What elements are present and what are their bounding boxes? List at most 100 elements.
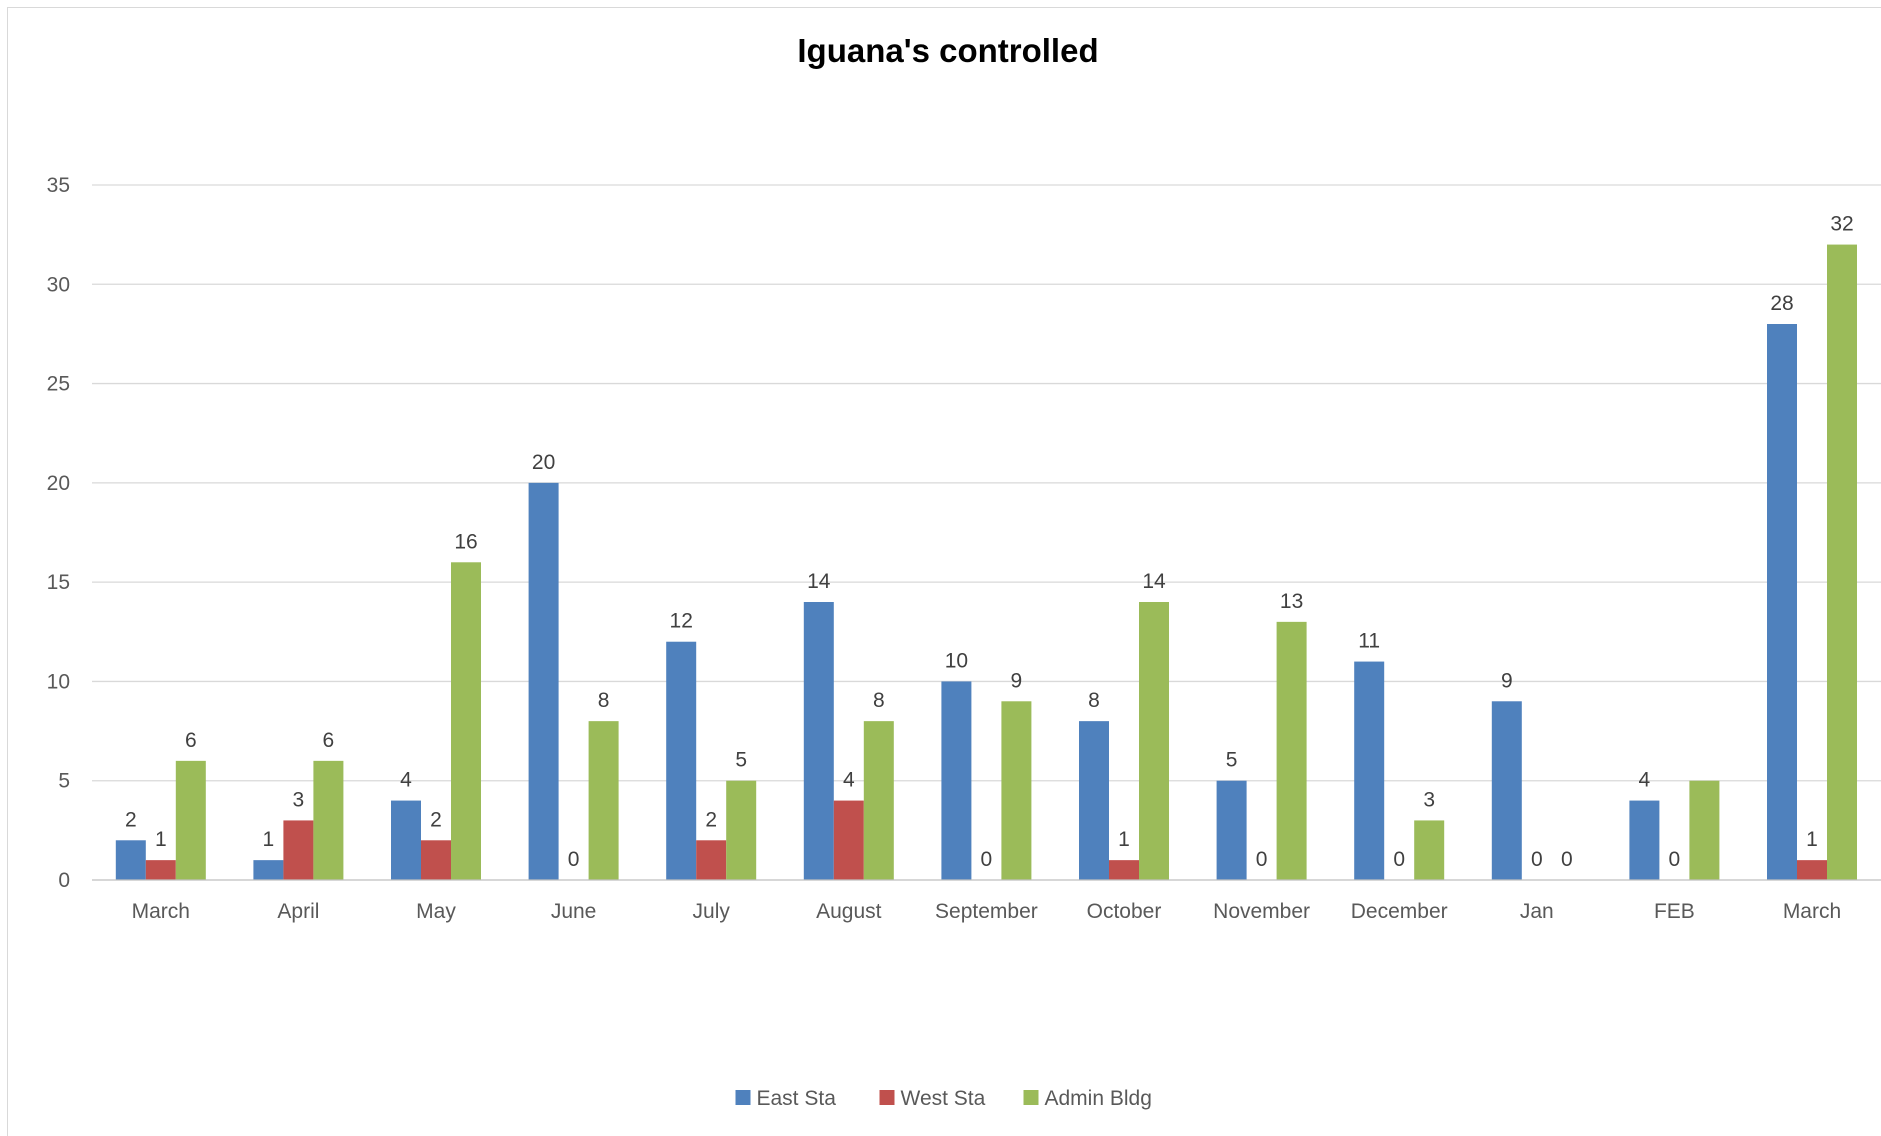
bar-east-sta bbox=[941, 681, 972, 880]
data-label: 0 bbox=[1393, 848, 1405, 871]
data-label: 32 bbox=[1830, 213, 1853, 236]
legend-label: West Sta bbox=[901, 1087, 986, 1110]
data-label: 3 bbox=[1423, 788, 1435, 811]
bar-west-sta bbox=[696, 840, 727, 880]
bar-admin-bldg bbox=[313, 760, 344, 880]
data-label: 0 bbox=[1531, 848, 1543, 871]
bar-west-sta bbox=[145, 860, 176, 880]
data-labels: 2161364216200812251448100981145013110390… bbox=[125, 213, 1854, 871]
x-tick-label: November bbox=[1213, 900, 1310, 923]
data-label: 5 bbox=[735, 749, 747, 772]
data-label: 2 bbox=[430, 808, 442, 831]
data-label: 1 bbox=[1806, 828, 1818, 851]
x-tick-label: May bbox=[416, 900, 456, 923]
bar-west-sta bbox=[1109, 860, 1139, 880]
data-label: 8 bbox=[1088, 689, 1100, 712]
data-label: 0 bbox=[1256, 848, 1268, 871]
bar-east-sta bbox=[1079, 721, 1109, 880]
data-label: 28 bbox=[1770, 292, 1793, 315]
bar-west-sta bbox=[283, 820, 314, 880]
bar-east-sta bbox=[391, 800, 421, 880]
data-label: 0 bbox=[568, 848, 580, 871]
y-tick-label: 25 bbox=[47, 373, 70, 396]
data-label: 1 bbox=[263, 828, 275, 851]
data-label: 20 bbox=[532, 451, 555, 474]
data-label: 2 bbox=[705, 808, 717, 831]
x-tick-label: June bbox=[551, 900, 597, 923]
bar-admin-bldg bbox=[1689, 780, 1720, 880]
chart-title: Iguana's controlled bbox=[797, 32, 1098, 69]
bar-admin-bldg bbox=[451, 562, 481, 880]
data-label: 4 bbox=[1639, 769, 1651, 792]
data-label: 9 bbox=[1501, 669, 1513, 692]
x-tick-label: FEB bbox=[1654, 900, 1695, 923]
x-tick-label: July bbox=[693, 900, 731, 923]
data-label: 5 bbox=[1226, 749, 1238, 772]
gridlines bbox=[92, 184, 1881, 782]
bar-admin-bldg bbox=[1827, 244, 1857, 881]
bar-east-sta bbox=[666, 641, 697, 880]
data-label: 8 bbox=[873, 689, 885, 712]
x-tick-label: September bbox=[935, 900, 1038, 923]
bar-admin-bldg bbox=[588, 721, 619, 880]
bar-east-sta bbox=[1629, 800, 1660, 880]
legend-swatch bbox=[1023, 1090, 1039, 1105]
bar-east-sta bbox=[115, 840, 146, 880]
data-label: 16 bbox=[454, 530, 477, 553]
x-tick-label: March bbox=[132, 900, 190, 923]
x-tick-label: October bbox=[1087, 900, 1162, 923]
legend-swatch bbox=[735, 1090, 751, 1105]
y-tick-label: 10 bbox=[47, 670, 70, 693]
data-label: 9 bbox=[1011, 669, 1023, 692]
data-label: 0 bbox=[1561, 848, 1573, 871]
bar-admin-bldg bbox=[863, 721, 894, 880]
data-label: 2 bbox=[125, 808, 137, 831]
data-label: 14 bbox=[1142, 570, 1166, 593]
bar-east-sta bbox=[1767, 324, 1797, 880]
bars bbox=[115, 244, 1857, 881]
x-tick-label: April bbox=[277, 900, 319, 923]
y-tick-label: 20 bbox=[47, 472, 70, 495]
data-label: 0 bbox=[1669, 848, 1681, 871]
x-tick-label: December bbox=[1351, 900, 1448, 923]
data-label: 13 bbox=[1280, 590, 1303, 613]
data-label: 1 bbox=[155, 828, 167, 851]
data-label: 14 bbox=[807, 570, 831, 593]
bar-admin-bldg bbox=[1139, 602, 1169, 880]
data-label: 6 bbox=[323, 729, 335, 752]
data-label: 1 bbox=[1118, 828, 1130, 851]
bar-admin-bldg bbox=[175, 760, 206, 880]
data-label: 12 bbox=[670, 610, 693, 633]
data-label: 3 bbox=[293, 788, 305, 811]
bar-east-sta bbox=[1216, 780, 1247, 880]
y-tick-label: 30 bbox=[47, 273, 70, 296]
bar-admin-bldg bbox=[1001, 701, 1032, 880]
data-label: 8 bbox=[598, 689, 610, 712]
bar-admin-bldg bbox=[1276, 621, 1307, 880]
y-tick-label: 0 bbox=[58, 869, 70, 892]
bar-east-sta bbox=[803, 602, 834, 880]
bar-east-sta bbox=[1354, 661, 1385, 880]
legend-label: Admin Bldg bbox=[1045, 1087, 1152, 1110]
y-tick-label: 15 bbox=[47, 571, 70, 594]
data-label: 6 bbox=[185, 729, 197, 752]
x-tick-label: March bbox=[1783, 900, 1841, 923]
chart-area bbox=[7, 7, 1881, 1136]
bar-admin-bldg bbox=[1414, 820, 1445, 880]
legend-swatch bbox=[879, 1090, 895, 1105]
data-label: 4 bbox=[843, 769, 855, 792]
legend: East Sta West Sta Admin Bldg bbox=[735, 1087, 1152, 1110]
legend-label: East Sta bbox=[757, 1087, 837, 1110]
bar-west-sta bbox=[833, 800, 864, 880]
x-tick-label: August bbox=[816, 900, 882, 923]
y-axis: 0 5 10 15 20 25 30 35 bbox=[47, 174, 70, 892]
bar-west-sta bbox=[1797, 860, 1827, 880]
x-tick-label: Jan bbox=[1520, 900, 1554, 923]
data-label: 11 bbox=[1358, 630, 1380, 653]
data-label: 4 bbox=[400, 769, 412, 792]
bar-east-sta bbox=[253, 860, 284, 880]
data-label: 0 bbox=[981, 848, 993, 871]
data-label: 10 bbox=[945, 649, 968, 672]
y-tick-label: 5 bbox=[58, 770, 70, 793]
